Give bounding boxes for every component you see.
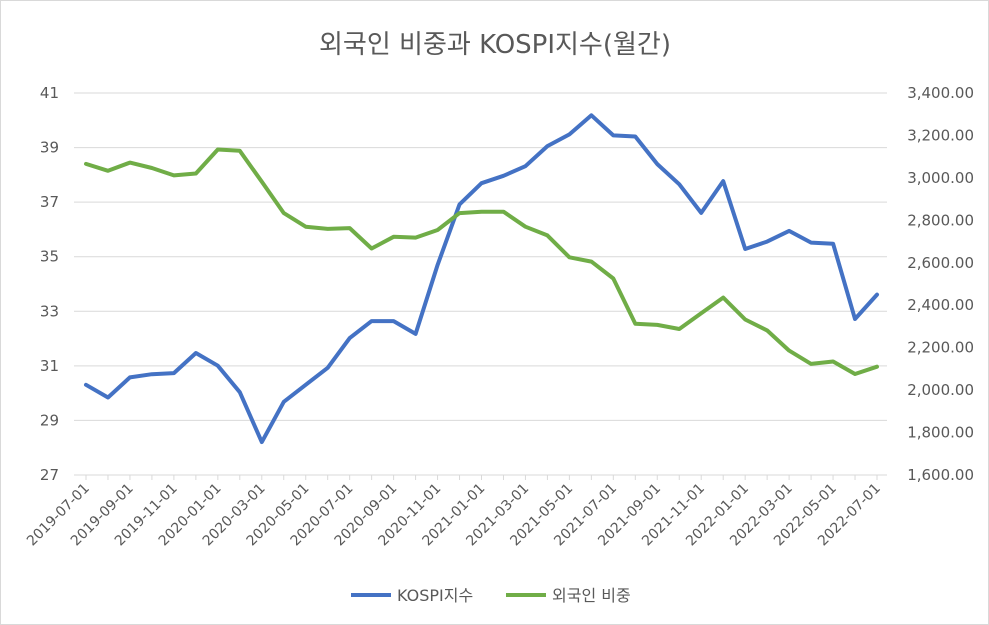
left-tick-label: 35 xyxy=(40,248,59,266)
right-tick-label: 3,200.00 xyxy=(907,126,974,144)
left-tick-label: 31 xyxy=(40,357,59,375)
legend-label: 외국인 비중 xyxy=(552,586,631,605)
right-axis-ticks: 3,400.00 3,200.00 3,000.00 2,800.00 2,600.00… xyxy=(907,84,974,484)
left-tick-label: 33 xyxy=(40,302,59,320)
right-tick-label: 2,800.00 xyxy=(907,211,974,229)
right-tick-label: 2,000.00 xyxy=(907,381,974,399)
series-lines xyxy=(84,113,879,445)
legend: KOSPI지수 외국인 비중 xyxy=(351,586,631,605)
legend-label: KOSPI지수 xyxy=(397,586,473,605)
right-tick-label: 1,600.00 xyxy=(907,466,974,484)
left-tick-label: 39 xyxy=(40,139,59,157)
right-tick-label: 2,600.00 xyxy=(907,254,974,272)
left-tick-label: 29 xyxy=(40,411,59,429)
right-tick-label: 1,800.00 xyxy=(907,424,974,442)
series-line-foreign-share xyxy=(84,147,879,376)
right-tick-label: 3,000.00 xyxy=(907,169,974,187)
left-axis-ticks: 41 39 37 35 33 31 29 27 xyxy=(40,84,59,484)
left-tick-label: 41 xyxy=(40,84,59,102)
x-axis-ticks: 2019-07-012019-09-012019-11-012020-01-01… xyxy=(24,475,884,549)
right-tick-label: 3,400.00 xyxy=(907,84,974,102)
right-tick-label: 2,400.00 xyxy=(907,296,974,314)
left-tick-label: 37 xyxy=(40,193,59,211)
right-tick-label: 2,200.00 xyxy=(907,339,974,357)
series-line-kospi xyxy=(84,113,879,445)
chart-title: 외국인 비중과 KOSPI지수(월간) xyxy=(319,30,671,60)
left-tick-label: 27 xyxy=(40,466,59,484)
gridlines xyxy=(74,92,887,476)
